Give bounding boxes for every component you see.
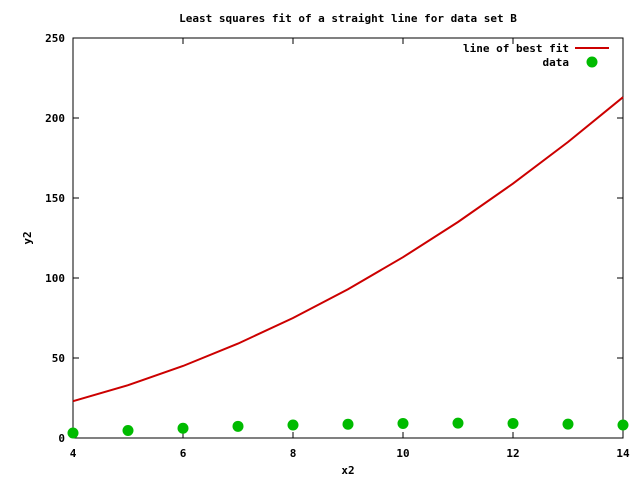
data-point — [177, 422, 189, 434]
y-tick-label: 50 — [52, 352, 65, 365]
best-fit-line — [72, 96, 624, 403]
data-point — [562, 418, 574, 430]
y-axis: 0 50 100 150 200 250 — [45, 32, 623, 445]
y-tick-label: 250 — [45, 32, 65, 45]
x-tick-label: 4 — [70, 447, 77, 460]
x-axis-label: x2 — [341, 464, 354, 477]
legend-label-line-of-best-fit: line of best fit — [463, 42, 569, 55]
series-layer — [67, 96, 629, 439]
legend-label-data: data — [543, 56, 570, 69]
data-point — [617, 419, 629, 431]
data-point — [342, 418, 354, 430]
y-tick-label: 100 — [45, 272, 65, 285]
x-tick-label: 10 — [396, 447, 409, 460]
legend: line of best fit data — [463, 42, 609, 69]
data-point — [232, 420, 244, 432]
legend-swatch-data — [586, 56, 598, 68]
y-tick-label: 200 — [45, 112, 65, 125]
data-point — [452, 417, 464, 429]
x-tick-label: 14 — [616, 447, 630, 460]
x-tick-label: 8 — [290, 447, 297, 460]
y-tick-label: 150 — [45, 192, 65, 205]
x-tick-label: 6 — [180, 447, 187, 460]
x-axis: 4 6 8 10 12 14 — [70, 38, 630, 460]
chart-title: Least squares fit of a straight line for… — [179, 12, 517, 25]
data-point — [287, 419, 299, 431]
y-axis-label: y2 — [21, 231, 34, 244]
data-point — [67, 427, 79, 439]
data-point — [507, 417, 519, 429]
data-point — [122, 424, 134, 436]
x-tick-label: 12 — [506, 447, 519, 460]
y-tick-label: 0 — [58, 432, 65, 445]
data-point — [397, 417, 409, 429]
plot-frame — [72, 37, 624, 439]
